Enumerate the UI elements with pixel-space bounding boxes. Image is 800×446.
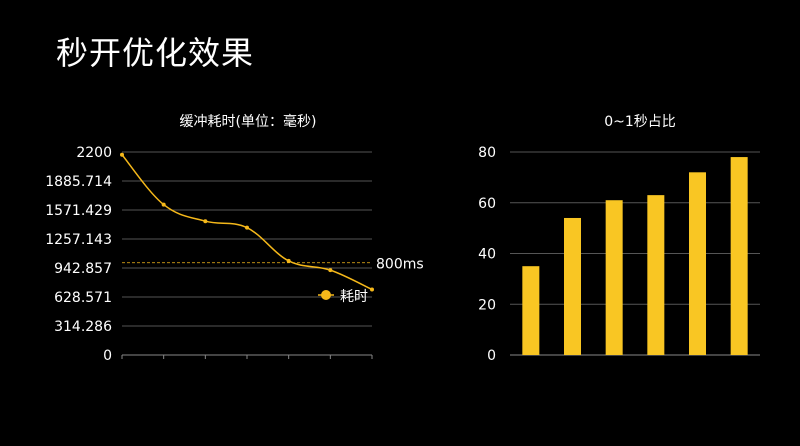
bar-chart: 0~1秒占比 80 60 40 20 0 — [478, 114, 760, 364]
y-tick-label: 0 — [103, 348, 112, 364]
bar-chart-grid — [510, 151, 760, 356]
y-tick-label: 40 — [478, 247, 496, 263]
bar-chart-title: 0~1秒占比 — [604, 114, 676, 130]
y-tick-label: 628.571 — [54, 290, 112, 306]
series-point — [286, 258, 291, 263]
series-point — [245, 225, 249, 230]
y-tick-label: 0 — [487, 348, 496, 364]
y-tick-label: 942.857 — [54, 261, 112, 277]
bar-chart-y-ticks: 80 60 40 20 0 — [478, 145, 496, 364]
series-point — [370, 287, 374, 292]
series-line-耗时 — [121, 154, 373, 291]
y-tick-label: 1885.714 — [45, 174, 112, 190]
bar — [647, 195, 665, 355]
bar — [605, 200, 623, 355]
bar-chart-bars — [522, 157, 748, 355]
line-chart: 缓冲耗时(单位：毫秒) 2200 1885.714 1571.429 1257.143… — [45, 113, 423, 364]
series-point — [203, 219, 208, 224]
bar — [730, 157, 748, 355]
y-tick-label: 80 — [478, 145, 496, 161]
y-tick-label: 2200 — [76, 145, 112, 161]
line-chart-grid — [122, 151, 372, 356]
y-tick-label: 60 — [478, 196, 496, 212]
y-tick-label: 1571.429 — [45, 203, 112, 219]
series-points — [120, 152, 374, 292]
line-chart-x-ticks — [121, 355, 373, 359]
line-chart-y-ticks: 2200 1885.714 1571.429 1257.143 942.857 628.5… — [45, 145, 112, 364]
legend-swatch-dot — [321, 290, 331, 300]
legend-label: 耗时 — [340, 289, 368, 305]
bar — [522, 266, 540, 355]
series-point — [328, 268, 333, 273]
series-point — [161, 202, 166, 207]
reference-line-label: 800ms — [376, 257, 424, 273]
line-chart-title: 缓冲耗时(单位：毫秒) — [180, 113, 317, 130]
bar — [689, 172, 706, 355]
y-tick-label: 20 — [478, 297, 496, 313]
bar — [564, 217, 581, 355]
series-point — [120, 152, 124, 157]
line-chart-legend: 耗时 — [318, 289, 368, 305]
y-tick-label: 1257.143 — [45, 232, 112, 248]
page-title: 秒开优化效果 — [56, 34, 255, 72]
y-tick-label: 314.286 — [54, 319, 112, 335]
